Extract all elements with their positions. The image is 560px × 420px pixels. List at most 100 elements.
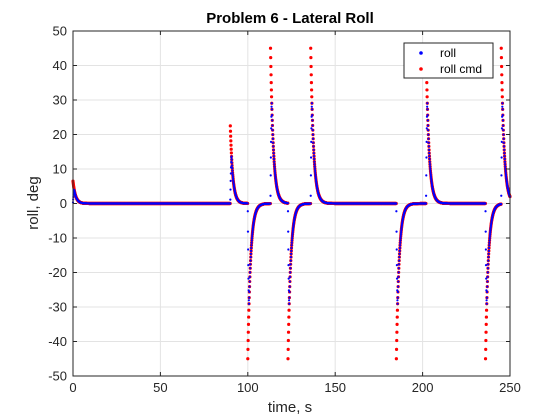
roll-point	[311, 133, 315, 136]
roll-point	[230, 164, 234, 167]
roll-point	[399, 234, 402, 238]
roll-point	[271, 137, 275, 140]
roll-cmd-point	[395, 330, 399, 334]
roll-point	[273, 167, 276, 170]
roll-cmd-point	[246, 338, 250, 343]
roll-point	[291, 234, 294, 238]
roll-point	[396, 299, 399, 302]
roll-point	[429, 171, 432, 175]
roll-point	[270, 108, 274, 111]
roll-point	[426, 105, 429, 108]
roll-cmd-point	[286, 357, 290, 361]
roll-cmd-point	[286, 338, 290, 343]
roll-point	[313, 157, 316, 161]
roll-point	[499, 203, 503, 206]
roll-point	[251, 231, 254, 234]
roll-point	[503, 148, 506, 151]
roll-cmd-point	[483, 357, 488, 361]
roll-point	[399, 241, 402, 244]
roll-cmd-point	[500, 88, 504, 92]
roll-point	[289, 267, 292, 270]
roll-point	[485, 277, 488, 280]
roll-cmd-point	[484, 315, 488, 319]
roll-point	[251, 232, 254, 236]
roll-point	[427, 133, 430, 136]
roll-cmd-point	[287, 308, 291, 312]
roll-point	[314, 175, 317, 178]
roll-point	[250, 237, 254, 240]
roll-point	[487, 249, 490, 252]
roll-point	[273, 169, 276, 173]
roll-point	[313, 165, 316, 168]
roll-point	[248, 280, 251, 283]
roll-point	[400, 231, 403, 234]
roll-point	[272, 152, 275, 155]
roll-point	[287, 299, 291, 302]
roll-point	[501, 105, 504, 108]
roll-cmd-point	[309, 73, 313, 77]
roll-point	[269, 202, 272, 205]
roll-cmd-point	[500, 64, 504, 69]
roll-point	[231, 171, 234, 174]
roll-point	[428, 155, 431, 158]
roll-cmd-point	[268, 46, 273, 50]
roll-point	[229, 179, 232, 183]
roll-point	[500, 140, 503, 143]
roll-point	[425, 115, 429, 118]
roll-point	[486, 271, 489, 274]
series-roll	[71, 102, 512, 305]
roll-point	[290, 246, 293, 250]
roll-point	[398, 256, 401, 259]
roll-point	[309, 194, 312, 197]
roll-cmd-point	[425, 95, 429, 99]
roll-cmd-point	[229, 151, 233, 155]
roll-point	[501, 113, 504, 117]
roll-cmd-point	[484, 347, 488, 351]
roll-point	[399, 232, 403, 236]
roll-point	[271, 133, 274, 136]
roll-point	[500, 174, 503, 177]
roll-point	[246, 210, 249, 213]
roll-point	[484, 264, 488, 267]
roll-point	[249, 263, 252, 266]
roll-point	[312, 152, 315, 155]
roll-point	[312, 137, 315, 140]
roll-point	[424, 202, 428, 205]
roll-point	[397, 267, 400, 270]
roll-point	[396, 296, 399, 299]
roll-point	[249, 252, 253, 255]
roll-point	[503, 157, 506, 161]
roll-point	[309, 202, 312, 205]
roll-cmd-point	[309, 64, 313, 69]
roll-point	[426, 113, 429, 117]
roll-point	[484, 202, 487, 205]
roll-cmd-point	[309, 46, 313, 50]
roll-point	[311, 119, 314, 122]
roll-cmd-point	[500, 95, 504, 99]
roll-point	[502, 129, 505, 132]
roll-point	[501, 115, 504, 118]
roll-point	[288, 280, 292, 283]
roll-point	[273, 160, 276, 163]
roll-point	[427, 141, 430, 144]
roll-point	[311, 129, 314, 132]
roll-point	[230, 161, 233, 164]
roll-point	[310, 105, 313, 108]
roll-cmd-point	[228, 129, 233, 133]
roll-point	[395, 210, 398, 213]
roll-point	[288, 285, 291, 288]
roll-cmd-point	[287, 315, 291, 319]
roll-cmd-point	[229, 143, 233, 147]
roll-point	[251, 234, 254, 238]
roll-cmd-point	[229, 134, 233, 138]
roll-point	[273, 163, 276, 166]
roll-point	[288, 290, 291, 294]
roll-point	[273, 165, 276, 168]
roll-point	[428, 152, 431, 155]
roll-point	[250, 246, 253, 250]
roll-point	[248, 271, 252, 274]
roll-point	[286, 202, 289, 205]
roll-point	[310, 115, 313, 118]
roll-point	[271, 113, 274, 117]
